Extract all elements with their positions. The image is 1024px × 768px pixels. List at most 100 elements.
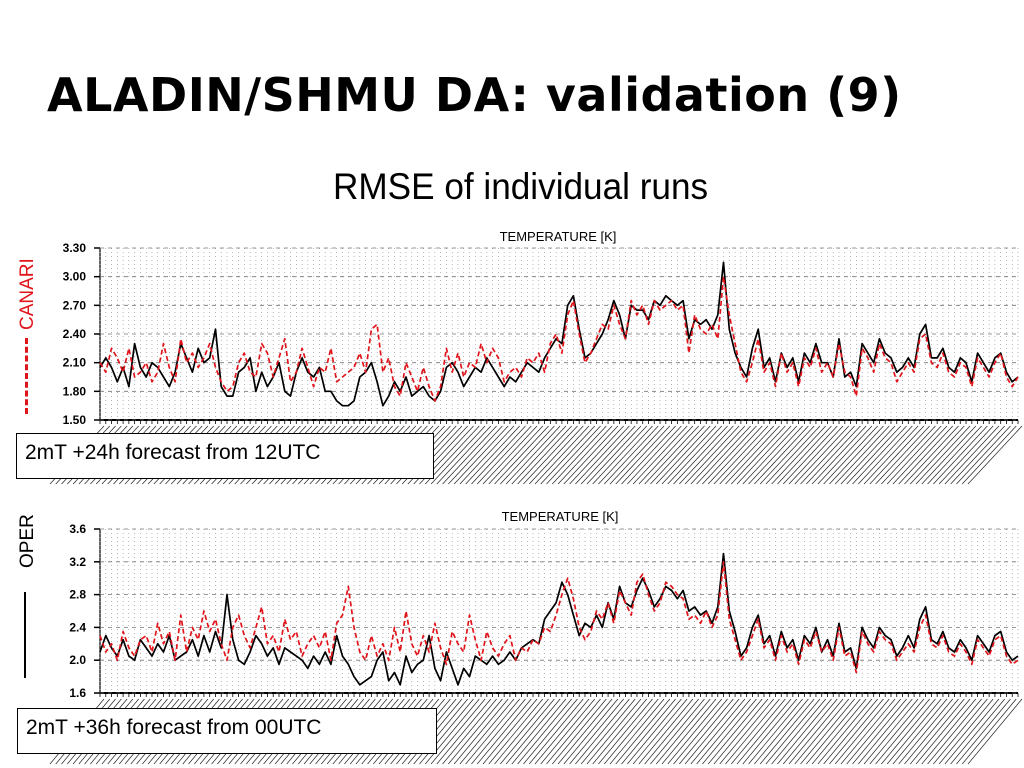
x-tick-label-hatch: [696, 698, 751, 765]
x-tick-label-hatch: [950, 698, 1005, 765]
y-tick-label: 3.00: [63, 270, 87, 284]
panel-1-annotation: 2mT +24h forecast from 12UTC: [16, 433, 434, 479]
x-tick-label-hatch: [638, 425, 694, 485]
y-tick-label: 2.70: [63, 298, 87, 312]
y-tick-label: 3.30: [63, 241, 87, 255]
x-tick-label-hatch: [858, 698, 913, 765]
x-tick-label-hatch: [621, 698, 676, 765]
x-tick-label-hatch: [927, 698, 982, 765]
x-tick-label-hatch: [771, 425, 826, 485]
x-tick-label-hatch: [748, 425, 803, 485]
x-tick-label-hatch: [494, 698, 549, 765]
x-tick-label-hatch: [834, 698, 890, 765]
x-tick-label-hatch: [944, 425, 1000, 485]
x-tick-label-hatch: [488, 698, 544, 765]
x-tick-label-hatch: [823, 425, 878, 485]
x-tick-label-hatch: [453, 698, 509, 765]
x-tick-label-hatch: [921, 698, 977, 765]
x-tick-label-hatch: [806, 698, 861, 765]
x-tick-label-hatch: [569, 698, 624, 765]
x-tick-label-hatch: [725, 425, 780, 485]
x-tick-label-hatch: [580, 425, 636, 485]
x-tick-label-hatch: [800, 698, 855, 765]
x-tick-label-hatch: [782, 698, 838, 765]
y-tick-label: 2.8: [69, 588, 86, 602]
x-tick-label-hatch: [731, 698, 786, 765]
x-tick-label-hatch: [788, 425, 844, 485]
y-tick-label: 1.80: [63, 384, 87, 398]
x-tick-label-hatch: [436, 698, 492, 765]
x-tick-label-hatch: [563, 425, 619, 485]
x-tick-label-hatch: [517, 698, 572, 765]
x-tick-label-hatch: [800, 425, 855, 485]
x-tick-label-hatch: [592, 425, 647, 485]
y-tick-label: 2.4: [69, 620, 86, 634]
x-tick-label-hatch: [863, 698, 919, 765]
x-tick-label-hatch: [540, 425, 596, 485]
x-tick-label-hatch: [528, 425, 584, 485]
x-tick-label-hatch: [425, 425, 480, 485]
x-tick-label-hatch: [661, 425, 717, 485]
x-tick-label-hatch: [436, 425, 492, 485]
x-tick-label-hatch: [938, 698, 994, 765]
x-tick-label-hatch: [465, 425, 520, 485]
x-tick-label-hatch: [615, 698, 671, 765]
x-tick-label-hatch: [927, 425, 982, 485]
x-tick-label-hatch: [967, 425, 1023, 485]
x-tick-label-hatch: [736, 425, 792, 485]
y-tick-label: 3.2: [69, 555, 86, 569]
x-tick-label-hatch: [627, 698, 682, 765]
x-tick-label-hatch: [742, 698, 798, 765]
x-tick-label-hatch: [523, 698, 578, 765]
x-tick-label-hatch: [702, 698, 757, 765]
x-tick-label-hatch: [575, 425, 630, 485]
x-tick-label-hatch: [546, 425, 601, 485]
x-tick-label-hatch: [892, 425, 948, 485]
x-tick-label-hatch: [690, 698, 746, 765]
x-tick-label-hatch: [552, 425, 607, 485]
x-tick-label-hatch: [471, 698, 526, 765]
x-tick-label-hatch: [557, 425, 613, 485]
x-tick-label-hatch: [465, 698, 520, 765]
x-tick-label-hatch: [817, 425, 873, 485]
x-tick-label-hatch: [719, 698, 775, 765]
x-tick-label-hatch: [505, 425, 561, 485]
x-tick-label-hatch: [442, 698, 497, 765]
x-tick-label-hatch: [563, 698, 619, 765]
panel-1-title: TEMPERATURE [K]: [500, 229, 617, 244]
x-tick-label-hatch: [661, 698, 717, 765]
series-line-canari: [99, 560, 1019, 674]
x-tick-label-hatch: [476, 698, 532, 765]
x-tick-label-hatch: [852, 698, 907, 765]
x-tick-label-hatch: [881, 425, 936, 485]
x-tick-label-hatch: [910, 425, 965, 485]
x-tick-label-hatch: [921, 425, 977, 485]
x-tick-label-hatch: [430, 698, 486, 765]
x-tick-label-hatch: [644, 698, 699, 765]
x-tick-label-hatch: [794, 698, 850, 765]
x-tick-label-hatch: [869, 425, 925, 485]
x-tick-label-hatch: [794, 425, 850, 485]
x-tick-label-hatch: [915, 425, 971, 485]
legend-canari-swatch: [25, 338, 28, 414]
x-tick-label-hatch: [875, 698, 930, 765]
x-tick-label-hatch: [471, 425, 526, 485]
x-tick-label-hatch: [505, 698, 561, 765]
x-tick-label-hatch: [655, 698, 711, 765]
x-tick-label-hatch: [632, 425, 688, 485]
x-tick-label-hatch: [638, 698, 694, 765]
x-tick-label-hatch: [898, 425, 953, 485]
x-tick-label-hatch: [598, 698, 653, 765]
x-tick-label-hatch: [788, 698, 844, 765]
x-tick-label-hatch: [667, 425, 723, 485]
x-tick-label-hatch: [754, 425, 809, 485]
x-tick-label-hatch: [811, 698, 867, 765]
x-tick-label-hatch: [494, 425, 549, 485]
x-tick-label-hatch: [950, 425, 1005, 485]
x-tick-label-hatch: [655, 425, 711, 485]
y-tick-label: 1.6: [69, 686, 86, 700]
x-tick-label-hatch: [621, 425, 676, 485]
x-tick-label-hatch: [448, 425, 503, 485]
x-tick-label-hatch: [765, 698, 821, 765]
y-tick-label: 1.50: [63, 413, 87, 427]
